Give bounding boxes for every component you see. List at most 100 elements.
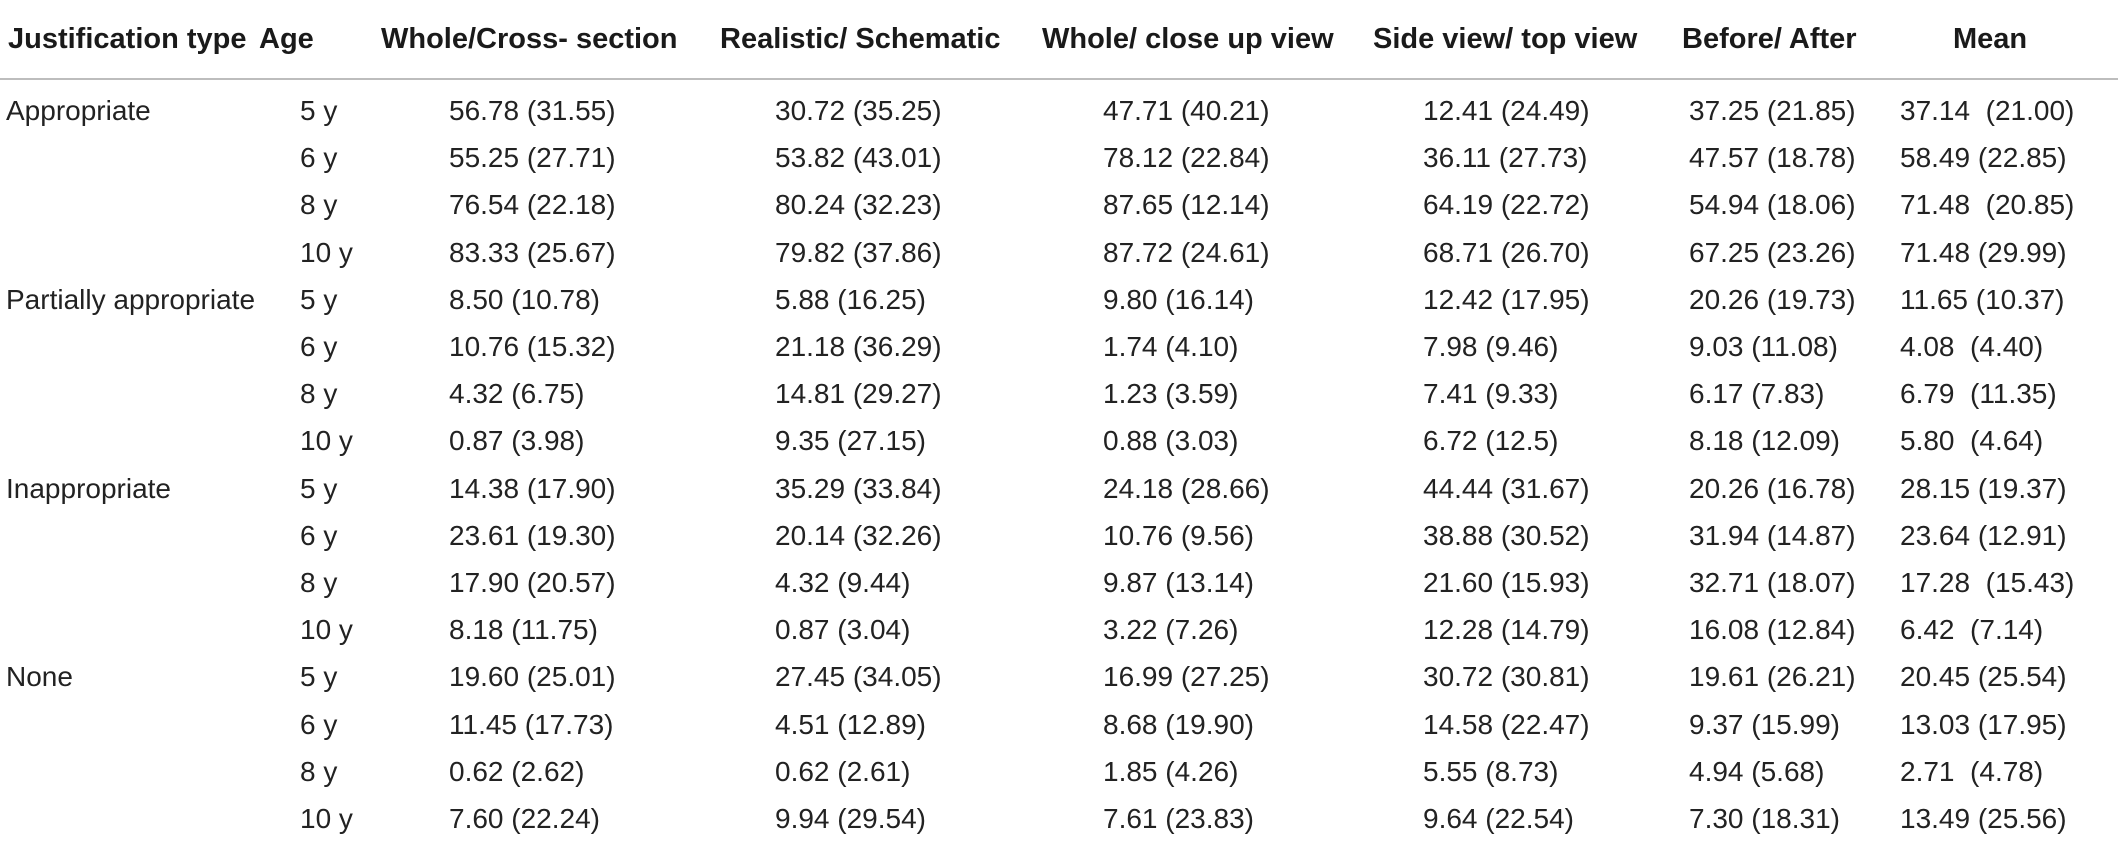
cell-before-after: 20.26 (16.78) xyxy=(1689,472,1856,504)
cell-side-top-view: 68.71 (26.70) xyxy=(1423,236,1590,268)
cell-side-top-view: 38.88 (30.52) xyxy=(1423,519,1590,551)
header-whole-cross-section: Whole/Cross- section xyxy=(381,23,678,55)
cell-whole-close-up-view: 8.68 (19.90) xyxy=(1103,708,1254,740)
cell-realistic-schematic: 4.32 (9.44) xyxy=(775,567,911,598)
cell-whole-close-up-view: 1.85 (4.26) xyxy=(1103,755,1239,787)
cell-whole-close-up-view: 1.74 (4.10) xyxy=(1103,331,1239,362)
cell-side-top-view: 12.41 (24.49) xyxy=(1423,95,1590,126)
cell-before-after: 67.25 (23.26) xyxy=(1689,236,1856,268)
table-row: 10 y 0.87 (3.98) 9.35 (27.15) 0.88 (3.03) 6.… xyxy=(0,424,2118,471)
cell-age: 5 y xyxy=(300,283,338,315)
cell-whole-close-up-view: 7.61 (23.83) xyxy=(1103,803,1254,834)
cell-realistic-schematic: 79.82 (37.86) xyxy=(775,236,942,268)
header-before-after: Before/ After xyxy=(1682,23,1857,55)
cell-whole-cross-section: 14.38 (17.90) xyxy=(449,472,616,504)
cell-side-top-view: 12.28 (14.79) xyxy=(1423,614,1590,646)
header-side-top-view: Side view/ top view xyxy=(1373,23,1638,55)
cell-whole-cross-section: 8.18 (11.75) xyxy=(449,614,598,646)
cell-realistic-schematic: 5.88 (16.25) xyxy=(775,283,926,315)
cell-mean: 23.64 (12.91) xyxy=(1900,519,2067,551)
cell-age: 10 y xyxy=(300,236,353,268)
cell-whole-cross-section: 8.50 (10.78) xyxy=(449,283,600,315)
cell-realistic-schematic: 27.45 (34.05) xyxy=(775,661,942,693)
cell-whole-close-up-view: 9.80 (16.14) xyxy=(1103,283,1254,315)
cell-whole-close-up-view: 78.12 (22.84) xyxy=(1103,142,1270,174)
header-age: Age xyxy=(259,23,314,55)
table-row: 8 y 0.62 (2.62) 0.62 (2.61) 1.85 (4.26) 5.55… xyxy=(0,755,2118,802)
table-row: 6 y 10.76 (15.32) 21.18 (36.29) 1.74 (4.10)… xyxy=(0,330,2118,377)
cell-whole-cross-section: 76.54 (22.18) xyxy=(449,189,616,221)
cell-whole-close-up-view: 3.22 (7.26) xyxy=(1103,614,1239,646)
cell-before-after: 37.25 (21.85) xyxy=(1689,95,1856,126)
cell-justification-type: Partially appropriate xyxy=(6,283,256,315)
cell-side-top-view: 21.60 (15.93) xyxy=(1423,567,1590,598)
cell-mean: 11.65 (10.37) xyxy=(1900,283,2065,315)
cell-whole-cross-section: 19.60 (25.01) xyxy=(449,661,616,693)
cell-age: 6 y xyxy=(300,142,338,174)
cell-whole-close-up-view: 0.88 (3.03) xyxy=(1103,425,1239,457)
cell-whole-close-up-view: 47.71 (40.21) xyxy=(1103,95,1270,126)
cell-age: 5 y xyxy=(300,661,338,693)
cell-mean: 17.28 (15.43) xyxy=(1900,567,2075,598)
cell-realistic-schematic: 9.35 (27.15) xyxy=(775,425,926,457)
cell-whole-cross-section: 4.32 (6.75) xyxy=(449,378,585,410)
table-row: Appropriate 5 y 56.78 (31.55) 30.72 (35.25)… xyxy=(0,94,2118,141)
cell-before-after: 16.08 (12.84) xyxy=(1689,614,1856,646)
cell-mean: 58.49 (22.85) xyxy=(1900,142,2067,174)
cell-mean: 2.71 (4.78) xyxy=(1900,755,2044,787)
cell-age: 5 y xyxy=(300,95,338,126)
cell-age: 8 y xyxy=(300,189,338,221)
cell-whole-cross-section: 10.76 (15.32) xyxy=(449,331,616,362)
cell-age: 10 y xyxy=(300,803,353,834)
cell-age: 10 y xyxy=(300,425,353,457)
cell-mean: 5.80 (4.64) xyxy=(1900,425,2044,457)
cell-whole-close-up-view: 16.99 (27.25) xyxy=(1103,661,1270,693)
cell-before-after: 54.94 (18.06) xyxy=(1689,189,1856,221)
cell-whole-cross-section: 23.61 (19.30) xyxy=(449,519,616,551)
cell-before-after: 4.94 (5.68) xyxy=(1689,755,1825,787)
cell-realistic-schematic: 0.87 (3.04) xyxy=(775,614,911,646)
cell-realistic-schematic: 20.14 (32.26) xyxy=(775,519,942,551)
cell-whole-close-up-view: 87.72 (24.61) xyxy=(1103,236,1270,268)
cell-mean: 4.08 (4.40) xyxy=(1900,331,2044,362)
cell-whole-close-up-view: 9.87 (13.14) xyxy=(1103,567,1254,598)
table-header-row: Justification type Age Whole/Cross- sect… xyxy=(0,0,2118,78)
header-realistic-schematic: Realistic/ Schematic xyxy=(720,23,1001,55)
cell-realistic-schematic: 35.29 (33.84) xyxy=(775,472,942,504)
cell-side-top-view: 12.42 (17.95) xyxy=(1423,283,1590,315)
cell-before-after: 31.94 (14.87) xyxy=(1689,519,1856,551)
cell-before-after: 47.57 (18.78) xyxy=(1689,142,1856,174)
cell-before-after: 9.03 (11.08) xyxy=(1689,331,1838,362)
cell-side-top-view: 36.11 (27.73) xyxy=(1423,142,1588,174)
cell-age: 8 y xyxy=(300,567,338,598)
table-row: 6 y 23.61 (19.30) 20.14 (32.26) 10.76 (9.56… xyxy=(0,519,2118,566)
cell-age: 6 y xyxy=(300,519,338,551)
cell-realistic-schematic: 80.24 (32.23) xyxy=(775,189,942,221)
cell-whole-cross-section: 7.60 (22.24) xyxy=(449,803,600,834)
cell-realistic-schematic: 30.72 (35.25) xyxy=(775,95,942,126)
cell-before-after: 8.18 (12.09) xyxy=(1689,425,1840,457)
cell-mean: 6.79 (11.35) xyxy=(1900,378,2057,410)
cell-mean: 13.49 (25.56) xyxy=(1900,803,2067,834)
cell-age: 10 y xyxy=(300,614,353,646)
cell-realistic-schematic: 4.51 (12.89) xyxy=(775,708,926,740)
cell-before-after: 9.37 (15.99) xyxy=(1689,708,1840,740)
cell-side-top-view: 7.98 (9.46) xyxy=(1423,331,1559,362)
header-justification-type: Justification type xyxy=(8,23,247,55)
table-row: Partially appropriate 5 y 8.50 (10.78) 5.88… xyxy=(0,283,2118,330)
cell-side-top-view: 9.64 (22.54) xyxy=(1423,803,1574,834)
table-row: 8 y 17.90 (20.57) 4.32 (9.44) 9.87 (13.14) 2… xyxy=(0,566,2118,613)
cell-mean: 28.15 (19.37) xyxy=(1900,472,2067,504)
cell-age: 6 y xyxy=(300,708,338,740)
cell-justification-type: None xyxy=(6,661,73,693)
table-row: None 5 y 19.60 (25.01) 27.45 (34.05) 16.99 (… xyxy=(0,660,2118,707)
table-row: Inappropriate 5 y 14.38 (17.90) 35.29 (33.8… xyxy=(0,472,2118,519)
cell-whole-cross-section: 0.62 (2.62) xyxy=(449,755,585,787)
table-row: 10 y 8.18 (11.75) 0.87 (3.04) 3.22 (7.26) 12… xyxy=(0,613,2118,660)
table-row: 8 y 4.32 (6.75) 14.81 (29.27) 1.23 (3.59) 7.… xyxy=(0,377,2118,424)
cell-mean: 13.03 (17.95) xyxy=(1900,708,2067,740)
cell-before-after: 6.17 (7.83) xyxy=(1689,378,1825,410)
table-row: 6 y 55.25 (27.71) 53.82 (43.01) 78.12 (22.8… xyxy=(0,141,2118,188)
cell-age: 6 y xyxy=(300,331,338,362)
